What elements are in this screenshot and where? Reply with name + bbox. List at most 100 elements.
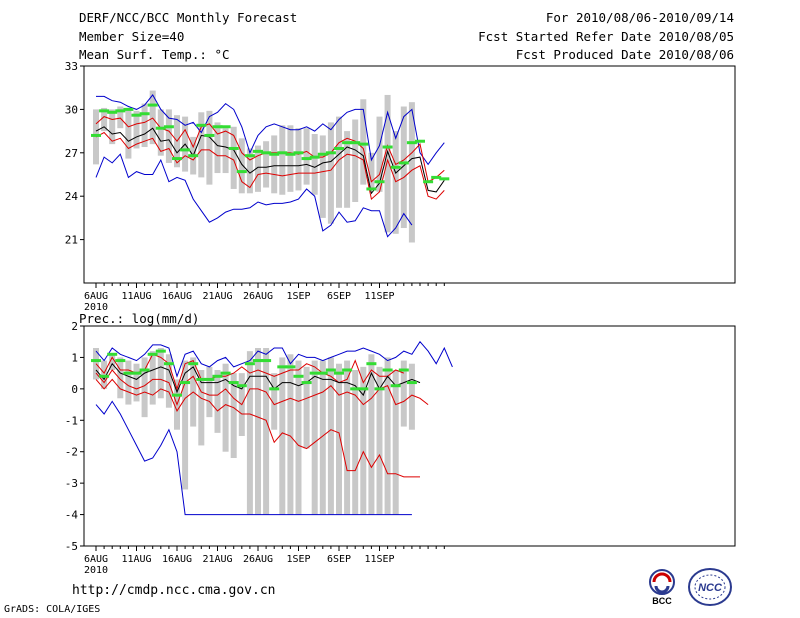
prec-obs-mark <box>91 359 101 363</box>
temp-range-box <box>311 133 318 195</box>
prec-x-tick-label: 6SEP <box>327 554 351 565</box>
prec-range-box <box>287 354 294 515</box>
prec-obs-mark <box>277 365 288 369</box>
temp-obs-mark <box>115 109 126 113</box>
prec-range-box <box>101 360 108 389</box>
prec-range-box <box>230 373 237 458</box>
temp-x-tick-label: 6SEP <box>327 291 351 302</box>
temp-x-tick-label: 16AUG <box>162 291 192 302</box>
prec-y-tick-label: -2 <box>65 446 78 459</box>
prec-obs-mark <box>253 359 263 363</box>
prec-range-box <box>255 348 261 515</box>
prec-range-box <box>141 357 148 418</box>
temp-range-box <box>206 110 213 185</box>
prec-range-box <box>360 366 367 515</box>
temp-range-box <box>222 128 229 174</box>
temp-obs-mark <box>358 142 369 146</box>
temp-range-box <box>133 110 140 149</box>
prec-range-box <box>295 360 302 515</box>
temp-obs-mark <box>107 110 118 114</box>
temp-range-box <box>352 119 359 202</box>
prec-obs-mark <box>382 368 393 372</box>
prec-y-tick-label: 1 <box>71 351 78 364</box>
prec-range-box <box>408 363 415 430</box>
temp-x-tick-label: 26AUG <box>243 291 273 302</box>
prec-range-box <box>117 357 124 399</box>
prec-obs-mark <box>374 387 385 391</box>
temp-x-tick-label: 6AUG <box>84 291 108 302</box>
prec-x-tick-label: 26AUG <box>243 554 273 565</box>
forecast-period: For 2010/08/06-2010/09/14 <box>545 10 734 25</box>
prec-obs-mark <box>107 352 118 356</box>
temp-y-tick-label: 33 <box>65 60 78 73</box>
prec-y-tick-label: -5 <box>65 540 78 553</box>
temp-obs-mark <box>374 180 385 184</box>
prec-range-box <box>303 366 310 449</box>
prec-range-box <box>376 366 383 515</box>
variable-label: Mean Surf. Temp.: °C <box>79 47 230 62</box>
start-date: Fcst Started Refer Date 2010/08/05 <box>478 29 734 44</box>
prec-range-box <box>157 348 164 399</box>
temp-obs-mark <box>285 152 296 156</box>
prec-obs-mark <box>261 359 272 363</box>
prec-range-box <box>109 354 116 370</box>
prec-obs-mark <box>244 362 255 366</box>
prec-obs-mark <box>172 393 182 397</box>
temp-obs-mark <box>301 157 312 161</box>
temp-obs-mark <box>390 165 401 169</box>
prec-y-tick-label: -4 <box>65 509 79 522</box>
temp-range-box <box>263 141 270 188</box>
prec-obs-mark <box>123 371 134 375</box>
temp-obs-mark <box>204 133 215 137</box>
prec-range-box <box>198 370 205 446</box>
temp-obs-mark <box>439 177 450 181</box>
bcc-logo: BCC <box>649 569 675 606</box>
temp-obs-mark <box>334 146 344 150</box>
prec-range-box <box>400 360 407 427</box>
prec-obs-mark <box>212 374 223 378</box>
prec-range-box <box>336 363 342 515</box>
temp-obs-mark <box>431 175 442 179</box>
prec-lower-line <box>95 369 429 407</box>
temp-range-box <box>125 107 132 159</box>
temp-obs-mark <box>236 170 247 174</box>
temp-obs-mark <box>244 154 255 158</box>
prec-range-box <box>165 354 172 408</box>
temp-obs-mark <box>155 126 166 130</box>
prec-range-box <box>384 357 391 515</box>
prec-range-box <box>392 370 399 515</box>
temp-obs-mark <box>196 123 207 127</box>
temp-range-box <box>246 148 253 194</box>
temp-obs-mark <box>99 109 110 113</box>
temp-range-box <box>157 109 164 156</box>
temp-obs-mark <box>309 155 320 159</box>
prec-range-box <box>319 360 326 515</box>
prec-obs-mark <box>99 374 110 378</box>
temp-range-box <box>319 135 326 218</box>
prec-y-tick-label: -3 <box>65 477 78 490</box>
temp-range-box <box>344 131 351 208</box>
prec-x-tick-label: 6AUG <box>84 554 108 565</box>
prec-x-tick-label: 11SEP <box>364 554 394 565</box>
prec-range-box <box>182 360 189 490</box>
temp-range-box <box>336 116 342 208</box>
temp-range-box <box>303 128 310 185</box>
temp-year-label: 2010 <box>84 302 108 313</box>
temp-range-box <box>392 131 399 234</box>
temp-y-tick-label: 30 <box>65 103 78 116</box>
temp-range-box <box>238 138 245 194</box>
temp-obs-mark <box>293 151 304 155</box>
source-url[interactable]: http://cmdp.ncc.cma.gov.cn <box>72 583 276 598</box>
temp-obs-mark <box>163 125 174 129</box>
temp-x-tick-label: 11SEP <box>364 291 394 302</box>
prec-obs-mark <box>131 371 142 375</box>
temp-range-box <box>279 125 286 195</box>
temp-range-box <box>368 152 375 188</box>
prec-y-tick-label: 2 <box>71 320 78 333</box>
prec-obs-mark <box>325 368 336 372</box>
prec-range-box <box>352 370 359 515</box>
prec-range-box <box>344 360 351 515</box>
temp-range-box <box>360 99 367 185</box>
prec-obs-mark <box>155 349 166 353</box>
